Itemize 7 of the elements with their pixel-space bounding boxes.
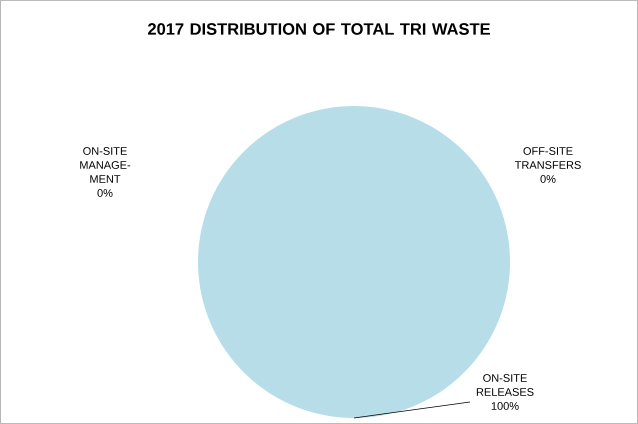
data-label: 100% [492,402,519,410]
slice-label: ON-SITE RELEASES [476,374,534,396]
chart-title: 2017 DISTRIBUTION OF TOTAL TRI WASTE [148,23,490,35]
category-label: OFF-SITE TRANSFERS [514,147,581,169]
category-label: ON-SITE MANAGE-MENT [80,147,130,183]
text: 0% [97,189,113,197]
text: 0% [540,175,556,183]
